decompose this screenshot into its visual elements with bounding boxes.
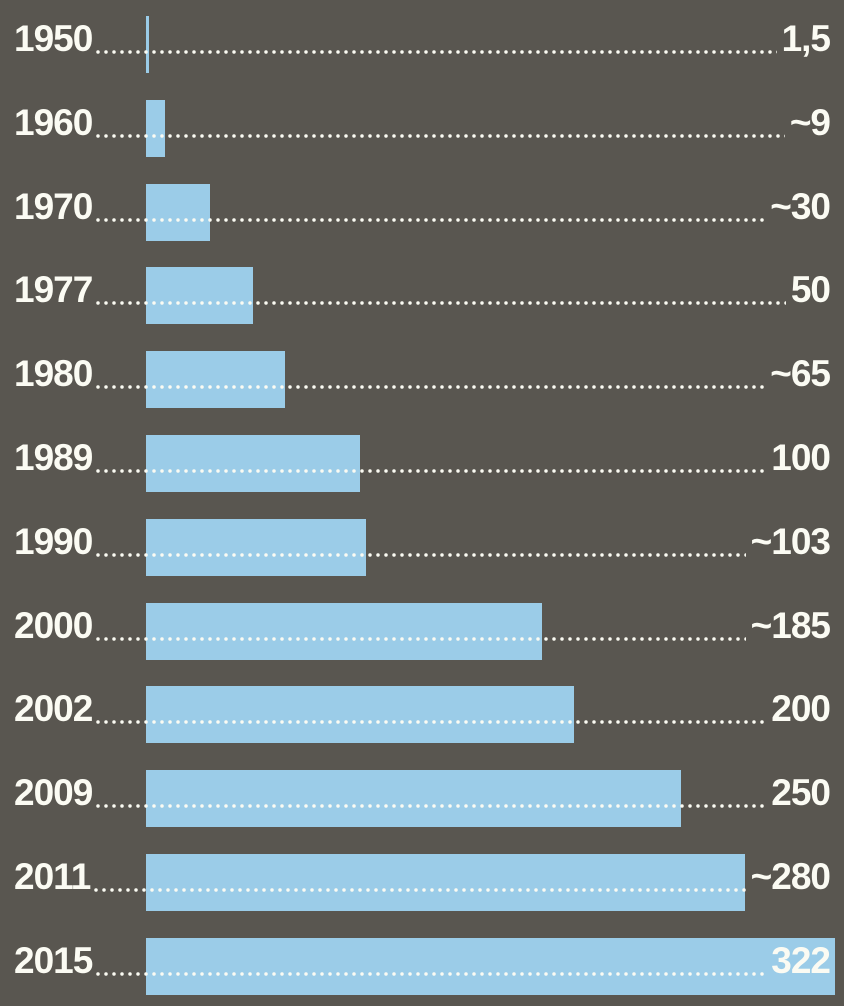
- bar: [146, 853, 745, 911]
- chart-row: 1977 50: [0, 251, 844, 335]
- chart-row: 1970 ~30: [0, 168, 844, 252]
- row-line: 1989 100: [14, 436, 831, 480]
- chart-row: 1960 ~9: [0, 84, 844, 168]
- year-label: 1960: [14, 101, 93, 143]
- bar: [146, 351, 285, 409]
- bar: [146, 183, 210, 241]
- chart-row: 1950 1,5: [0, 0, 844, 84]
- value-label: 1,5: [781, 18, 831, 59]
- row-line: 1950 1,5: [14, 17, 831, 61]
- bar: [146, 602, 542, 660]
- chart-row: 2002 200: [0, 670, 844, 754]
- value-label: 50: [790, 269, 831, 311]
- year-label: 2000: [14, 604, 93, 646]
- year-label: 2002: [14, 688, 93, 730]
- bar: [146, 267, 253, 325]
- year-label: 1977: [14, 269, 93, 311]
- chart-row: 2009 250: [0, 754, 844, 838]
- year-label: 2009: [14, 772, 93, 814]
- bar: [146, 686, 574, 744]
- bar: [146, 937, 835, 995]
- value-label: ~280: [750, 855, 831, 897]
- chart-row: 2011 ~280: [0, 838, 844, 922]
- row-line: 1970 ~30: [14, 185, 831, 229]
- year-label: 1970: [14, 185, 93, 227]
- row-line: 1977 50: [14, 268, 831, 312]
- value-label: ~30: [770, 185, 831, 227]
- row-line: 1980 ~65: [14, 352, 831, 396]
- year-label: 1989: [14, 436, 93, 478]
- value-label: ~9: [789, 101, 831, 143]
- year-label: 1990: [14, 520, 93, 562]
- dotted-leader-line: [96, 50, 777, 54]
- bar: [146, 770, 681, 828]
- row-line: 1990 ~103: [14, 520, 831, 564]
- year-label: 1950: [14, 18, 93, 59]
- value-label: ~103: [750, 520, 831, 562]
- value-label: ~65: [770, 353, 831, 395]
- year-label: 1980: [14, 353, 93, 395]
- bar: [146, 434, 360, 492]
- chart-row: 2015 322: [0, 922, 844, 1006]
- bar: [146, 518, 366, 576]
- year-label: 2011: [14, 855, 91, 897]
- value-label: 100: [771, 436, 831, 478]
- value-label: 200: [771, 688, 831, 730]
- chart-row: 2000 ~185: [0, 587, 844, 671]
- value-label: 250: [771, 772, 831, 814]
- chart-row: 1989 100: [0, 419, 844, 503]
- row-line: 1960 ~9: [14, 101, 831, 145]
- bar: [146, 99, 165, 157]
- dotted-leader-line: [96, 133, 785, 138]
- chart-row: 1980 ~65: [0, 335, 844, 419]
- value-label: ~185: [750, 604, 831, 646]
- chart-row: 1990 ~103: [0, 503, 844, 587]
- bar: [146, 16, 149, 73]
- year-label: 2015: [14, 939, 93, 981]
